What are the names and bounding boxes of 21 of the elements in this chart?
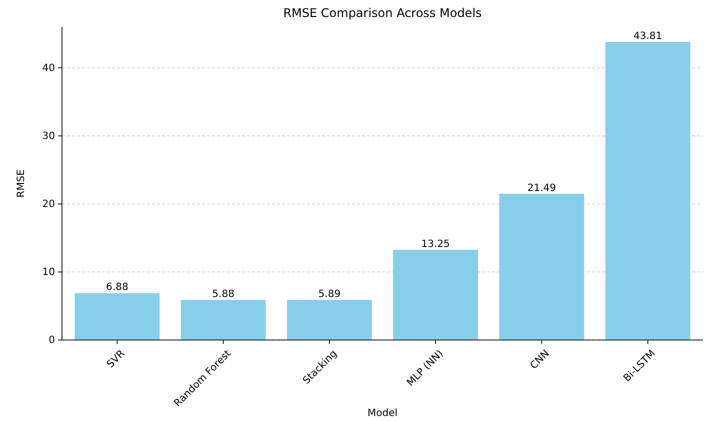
y-tick-label: 20: [42, 199, 55, 210]
data-label: 5.88: [212, 288, 234, 300]
bar: [605, 42, 690, 340]
chart-title: RMSE Comparison Across Models: [283, 6, 482, 20]
y-tick-label: 0: [48, 335, 55, 346]
data-label: 13.25: [421, 238, 450, 250]
data-label: 21.49: [527, 182, 556, 194]
x-axis-title: Model: [367, 408, 398, 419]
data-label: 43.81: [633, 30, 662, 42]
y-tick-label: 10: [42, 267, 55, 278]
bar: [180, 300, 266, 340]
y-tick-label: 40: [42, 63, 55, 74]
x-tick-label: SVR: [105, 348, 128, 370]
data-label: 6.88: [106, 282, 128, 294]
y-axis-title: RMSE: [16, 169, 27, 198]
bar: [393, 250, 478, 340]
bar: [499, 194, 584, 340]
bar: [286, 300, 372, 340]
bar: [74, 293, 160, 340]
data-label: 5.89: [318, 288, 341, 300]
y-tick-label: 30: [42, 131, 55, 142]
